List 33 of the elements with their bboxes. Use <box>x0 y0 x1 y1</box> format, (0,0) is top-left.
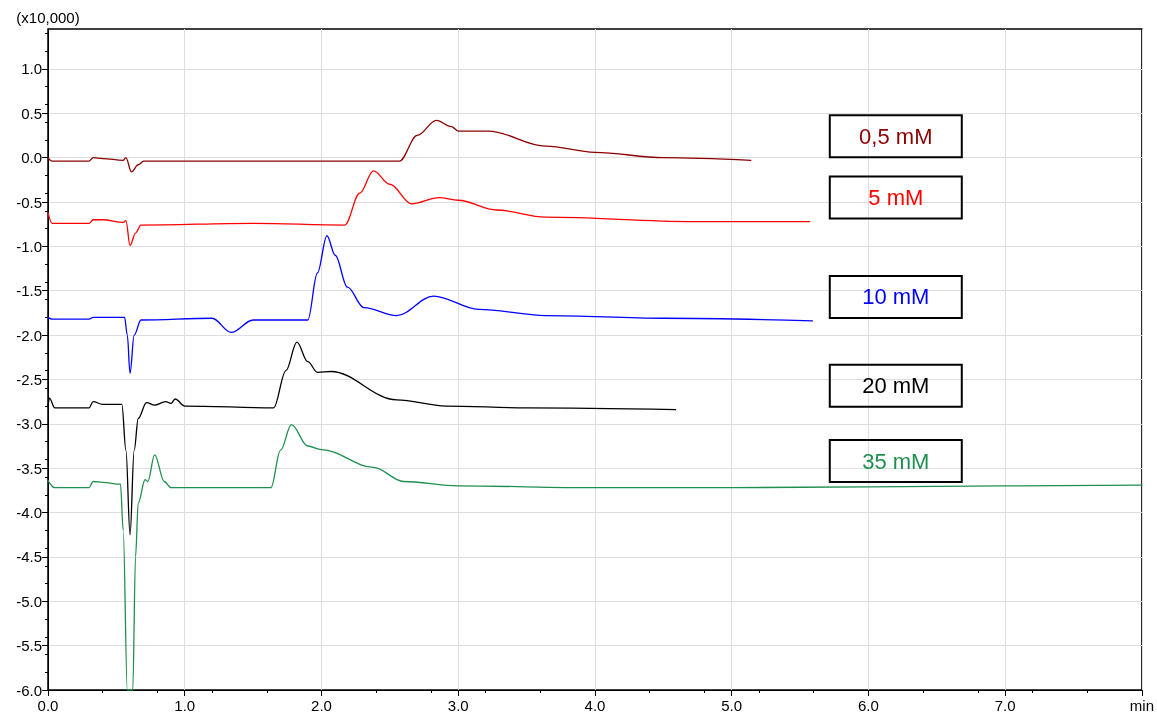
x-tick-label: 1.0 <box>174 697 196 714</box>
y-tick-label: -3.5 <box>16 459 42 477</box>
x-tick-label: 4.0 <box>584 697 606 714</box>
y-tick-label: -2.5 <box>16 370 42 388</box>
y-tick-label: -2.0 <box>16 326 42 344</box>
text: 20 mM <box>862 373 930 399</box>
x-tick-label: 0.0 <box>37 697 59 714</box>
line-series <box>47 170 811 247</box>
x-tick-label: 6.0 <box>858 697 879 714</box>
x-tick-label: min <box>1129 697 1154 714</box>
series-label: 35 mM <box>862 448 930 474</box>
y-tick-label: -0.5 <box>16 193 42 211</box>
y-tick-label: -5.0 <box>16 592 42 610</box>
text: 10 mM <box>862 284 930 310</box>
y-axis-title: (x10,000) <box>16 9 80 26</box>
y-tick-label: -4.5 <box>16 548 42 566</box>
y-tick-label: -3.0 <box>16 415 42 433</box>
y-tick-label: -4.0 <box>16 504 42 522</box>
line-series <box>47 235 814 374</box>
y-tick-label: -6.0 <box>16 681 42 699</box>
x-tick-label: 5.0 <box>721 697 743 714</box>
x-tick-label: 3.0 <box>447 697 469 714</box>
text: 0,5 mM <box>859 123 933 149</box>
y-tick-label: -1.5 <box>16 282 42 300</box>
y-tick-label: 1.0 <box>21 60 42 78</box>
y-tick-label: 0.0 <box>21 149 42 167</box>
line-series <box>47 119 752 173</box>
x-tick-label: 2.0 <box>311 697 332 714</box>
y-tick-label: -1.0 <box>16 237 42 255</box>
text: 5 mM <box>868 185 924 211</box>
x-tick-label: 7.0 <box>994 697 1016 714</box>
y-tick-label: -5.5 <box>16 637 42 655</box>
y-tick-label: 0.5 <box>21 104 42 122</box>
